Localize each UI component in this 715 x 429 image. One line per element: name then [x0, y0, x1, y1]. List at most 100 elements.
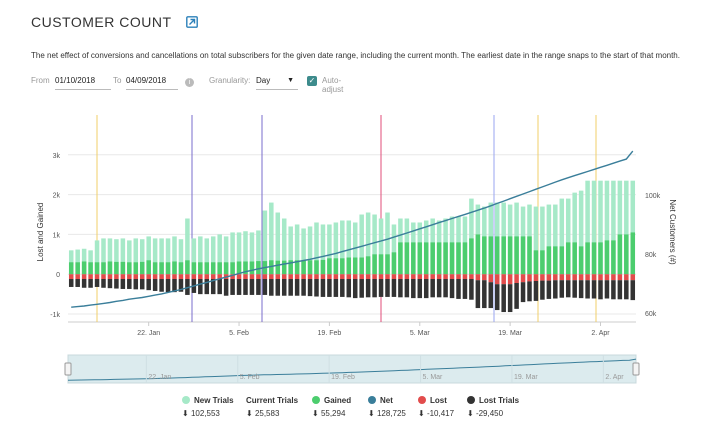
legend-dot-icon	[467, 396, 475, 404]
y-left-tick-label: 3k	[53, 153, 61, 160]
legend-item-gained[interactable]: Gained ⬇ 55,294	[312, 396, 351, 418]
bar-lost	[94, 274, 100, 280]
bar-gained	[411, 242, 416, 275]
navigator[interactable]: 22. Jan 5. Feb 19. Feb 5. Mar 19. Mar 2. Apr	[64, 354, 640, 384]
granularity-select[interactable]: Day ▼	[256, 76, 298, 90]
bar-gained	[172, 261, 177, 275]
bar-lost-trials	[81, 279, 87, 288]
bar-lost-trials	[423, 279, 429, 299]
bar-gained	[598, 242, 603, 275]
bar-lost-trials	[198, 279, 203, 295]
bar-gained	[107, 261, 113, 275]
bar-new-trials	[236, 232, 242, 275]
bar-new-trials	[553, 204, 558, 275]
bar-lost-trials	[107, 279, 113, 289]
bar-gained	[533, 250, 539, 275]
bar-gained	[391, 252, 397, 275]
bar-new-trials	[578, 190, 584, 275]
navigator-handle[interactable]	[632, 362, 640, 376]
bar-new-trials	[604, 180, 610, 275]
bar-gained	[449, 242, 455, 275]
bar-gained	[236, 261, 242, 275]
legend-item-new-trials[interactable]: New Trials ⬇ 102,553	[182, 396, 234, 418]
bar-lost-trials	[411, 279, 416, 299]
bar-lost-trials	[185, 279, 190, 295]
bar-lost	[88, 274, 93, 280]
bar-gained	[630, 232, 636, 275]
bar-lost-trials	[372, 279, 377, 298]
to-date-input[interactable]: 04/09/2018	[126, 76, 178, 90]
bar-gained	[617, 234, 623, 275]
bar-gained	[333, 258, 339, 275]
bar-lost-trials	[230, 279, 235, 295]
bar-gained	[553, 246, 558, 275]
bar-new-trials	[198, 236, 203, 275]
bar-new-trials	[307, 226, 313, 275]
bar-gained	[398, 242, 403, 275]
bar-gained	[404, 242, 410, 275]
to-label: To	[113, 76, 122, 85]
bar-new-trials	[372, 214, 377, 275]
bar-lost-trials	[378, 279, 384, 297]
legend-item-current-trials[interactable]: Current Trials ⬇ 25,583	[246, 396, 298, 418]
bar-lost	[359, 274, 364, 280]
bar-gained	[501, 236, 506, 275]
legend-label: Lost	[430, 396, 447, 405]
bar-lost	[68, 274, 74, 280]
bar-lost	[378, 274, 384, 280]
bar-lost-trials	[307, 279, 313, 297]
bar-lost	[340, 274, 345, 280]
bar-lost-trials	[591, 280, 597, 299]
auto-adjust-checkbox[interactable]: ✓	[307, 76, 317, 86]
bar-gained	[256, 261, 261, 275]
bar-gained	[365, 256, 371, 275]
bar-gained	[591, 242, 597, 275]
bar-new-trials	[624, 180, 629, 275]
info-icon[interactable]: i	[185, 78, 194, 87]
y-axis-left-title: Lost and Gained	[36, 203, 45, 262]
external-link-icon[interactable]	[185, 16, 198, 28]
bar-lost	[365, 274, 371, 280]
legend-item-lost-trials[interactable]: Lost Trials ⬇ -29,450	[467, 396, 519, 418]
bar-lost	[178, 274, 184, 280]
bar-lost-trials	[120, 279, 126, 289]
download-icon: ⬇	[418, 409, 425, 418]
legend-item-lost[interactable]: Lost ⬇ -10,417	[418, 396, 454, 418]
bar-lost	[288, 274, 293, 280]
bar-gained	[68, 262, 74, 275]
bar-lost	[617, 274, 623, 281]
bar-gained	[346, 257, 352, 275]
bar-lost-trials	[275, 279, 281, 296]
bar-lost	[611, 274, 616, 281]
bar-gained	[372, 254, 377, 275]
bar-lost-trials	[281, 279, 287, 296]
legend: New Trials ⬇ 102,553 Current Trials ⬇ 25,58…	[0, 396, 715, 426]
download-icon: ⬇	[182, 409, 189, 418]
bar-new-trials	[256, 230, 261, 275]
bar-new-trials	[617, 180, 623, 275]
bar-new-trials	[120, 238, 126, 275]
from-date-input[interactable]: 01/10/2018	[55, 76, 111, 90]
bar-lost	[262, 274, 268, 280]
legend-item-net[interactable]: Net ⬇ 128,725	[368, 396, 406, 418]
chart-description: The net effect of conversions and cancel…	[31, 51, 680, 60]
navigator-handle[interactable]	[64, 362, 72, 376]
bar-lost-trials	[223, 279, 229, 296]
bar-lost	[591, 274, 597, 281]
bar-lost	[604, 274, 610, 281]
bar-lost-trials	[88, 279, 93, 288]
bar-lost-trials	[314, 279, 319, 297]
bar-lost-trials	[94, 279, 100, 287]
bar-lost	[462, 274, 468, 280]
bar-lost	[520, 274, 526, 283]
bar-new-trials	[101, 238, 106, 275]
bar-new-trials	[114, 239, 119, 275]
bar-lost-trials	[604, 280, 610, 299]
bar-new-trials	[159, 238, 164, 275]
bar-gained	[624, 234, 629, 275]
bar-lost	[307, 274, 313, 280]
bar-lost	[475, 274, 481, 281]
bar-new-trials	[75, 249, 80, 275]
bar-lost	[456, 274, 461, 280]
bar-new-trials	[340, 220, 345, 275]
